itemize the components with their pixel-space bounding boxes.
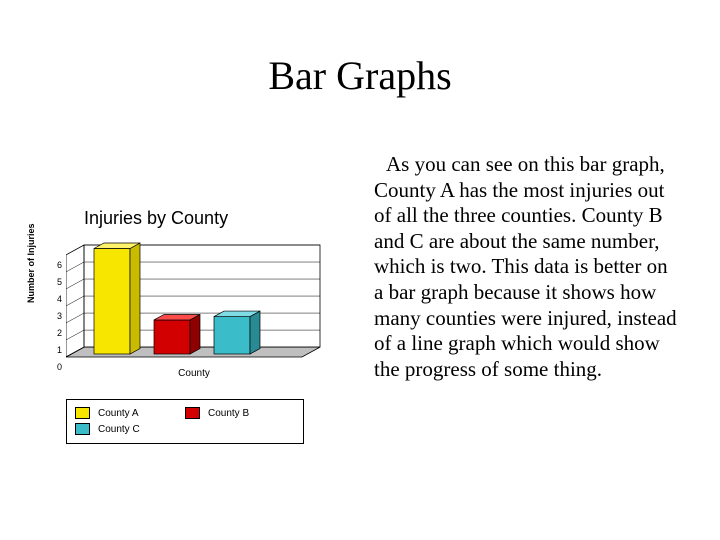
ytick-label: 5	[57, 277, 62, 287]
legend-swatch	[75, 407, 90, 419]
legend-label: County C	[98, 424, 140, 435]
legend-item: County C	[75, 423, 185, 435]
chart-xlabel: County	[66, 368, 322, 379]
chart-legend: County A County B County C	[66, 399, 304, 444]
legend-item: County A	[75, 407, 185, 419]
body-paragraph: As you can see on this bar graph, County…	[374, 152, 682, 382]
ytick-label: 1	[57, 345, 62, 355]
chart-container: Injuries by County Number of Injuries 0 1…	[22, 208, 332, 444]
legend-swatch	[185, 407, 200, 419]
chart-title: Injuries by County	[84, 208, 332, 229]
legend-swatch	[75, 423, 90, 435]
chart-plot-wrap: Number of Injuries 0123456 County	[32, 239, 332, 369]
chart-plot: County	[66, 239, 322, 359]
legend-label: County A	[98, 408, 139, 419]
ytick-label: 3	[57, 311, 62, 321]
chart-svg	[66, 239, 322, 359]
legend-label: County B	[208, 408, 249, 419]
ytick-label: 6	[57, 260, 62, 270]
legend-item: County B	[185, 407, 295, 419]
page-title: Bar Graphs	[0, 52, 720, 99]
ytick-label: 2	[57, 328, 62, 338]
ytick-label: 4	[57, 294, 62, 304]
chart-ylabel: Number of Injuries	[26, 223, 36, 303]
ytick-label: 0	[57, 362, 62, 372]
